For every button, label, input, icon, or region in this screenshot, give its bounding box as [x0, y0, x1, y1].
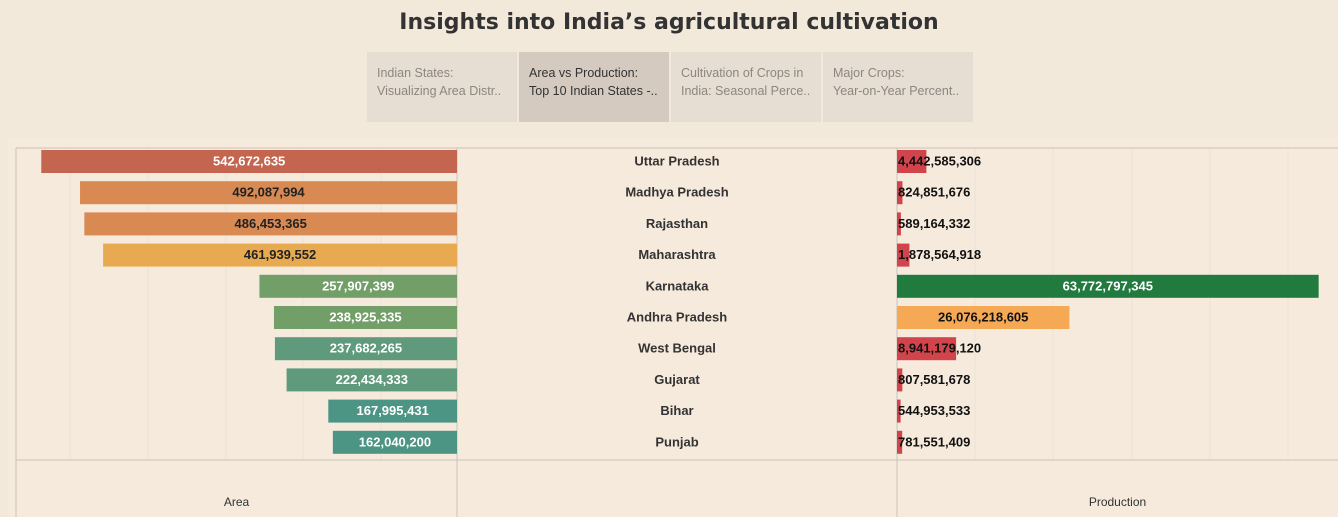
area-bar-label: 167,995,431 [357, 403, 429, 418]
tab-line-2: Year-on-Year Percent.. [833, 84, 960, 98]
production-bar-label: 781,551,409 [898, 434, 970, 449]
production-bar[interactable] [897, 430, 903, 454]
area-bar-label: 162,040,200 [359, 434, 431, 449]
production-bar-label: 63,772,797,345 [1063, 278, 1153, 293]
tab-line-1: Area vs Production: [529, 66, 639, 80]
tab-major-crops[interactable]: Major Crops: Year-on-Year Percent.. [823, 52, 973, 122]
area-bar[interactable] [274, 337, 457, 361]
area-bar-label: 238,925,335 [329, 310, 401, 325]
state-label: Andhra Pradesh [627, 310, 727, 325]
area-bar[interactable] [103, 243, 457, 267]
area-bar[interactable] [41, 150, 458, 173]
area-bar-label: 486,453,365 [235, 216, 307, 231]
state-label: Karnataka [646, 278, 710, 293]
area-bar-label: 492,087,994 [232, 185, 305, 200]
production-axis-title: Production [1089, 495, 1146, 509]
area-bar[interactable] [80, 181, 457, 205]
area-bar[interactable] [259, 274, 457, 298]
area-bar-label: 461,939,552 [244, 247, 316, 262]
state-label: Gujarat [654, 372, 700, 387]
production-bar[interactable] [897, 337, 957, 361]
state-label: Bihar [660, 403, 693, 418]
chart-panel: 542,672,635 Uttar Pradesh 4,442,585,306 492… [8, 138, 1338, 517]
state-label: Maharashtra [638, 247, 716, 262]
production-bar[interactable] [897, 274, 1319, 298]
production-bar-label: 807,581,678 [898, 372, 970, 387]
tab-line-2: Top 10 Indian States -.. [529, 84, 658, 98]
production-bar-label: 1,878,564,918 [898, 247, 981, 262]
tab-line-2: India: Seasonal Perce.. [681, 84, 811, 98]
production-bar-label: 4,442,585,306 [898, 154, 981, 169]
area-axis-title: Area [224, 495, 250, 509]
tab-line-1: Indian States: [377, 66, 454, 80]
production-bar[interactable] [897, 150, 927, 173]
tab-line-1: Cultivation of Crops in [681, 66, 804, 80]
production-bar-label: 26,076,218,605 [938, 310, 1028, 325]
production-bar[interactable] [897, 399, 901, 423]
state-label: Uttar Pradesh [634, 154, 719, 169]
production-bar-label: 824,851,676 [898, 185, 970, 200]
production-bar[interactable] [897, 368, 903, 392]
tab-area-vs-production[interactable]: Area vs Production: Top 10 Indian States… [519, 52, 669, 122]
area-bar-label: 542,672,635 [213, 154, 285, 169]
tab-line-2: Visualizing Area Distr.. [377, 84, 502, 98]
area-bar[interactable] [286, 368, 457, 392]
production-bar-label: 544,953,533 [898, 403, 970, 418]
production-bar[interactable] [897, 181, 903, 205]
area-bar[interactable] [328, 399, 457, 423]
state-label: West Bengal [638, 341, 716, 356]
area-bar-label: 222,434,333 [336, 372, 408, 387]
production-bar[interactable] [897, 212, 901, 236]
production-bar-label: 589,164,332 [898, 216, 970, 231]
state-label: Madhya Pradesh [625, 185, 728, 200]
production-bar[interactable] [897, 306, 1070, 329]
production-bar[interactable] [897, 243, 910, 267]
area-vs-production-chart: 542,672,635 Uttar Pradesh 4,442,585,306 492… [15, 147, 1338, 517]
area-bar-label: 237,682,265 [330, 341, 402, 356]
area-bar-label: 257,907,399 [322, 278, 394, 293]
page-title: Insights into India’s agricultural culti… [399, 10, 939, 35]
tab-indian-states[interactable]: Indian States: Visualizing Area Distr.. [367, 52, 517, 122]
state-label: Rajasthan [646, 216, 708, 231]
area-bar[interactable] [84, 212, 457, 236]
area-bar[interactable] [332, 430, 457, 454]
tab-cultivation-seasonal[interactable]: Cultivation of Crops in India: Seasonal … [671, 52, 821, 122]
tab-line-1: Major Crops: [833, 66, 905, 80]
production-bar-label: 8,941,179,120 [898, 341, 981, 356]
state-label: Punjab [655, 434, 698, 449]
area-bar[interactable] [273, 306, 457, 329]
